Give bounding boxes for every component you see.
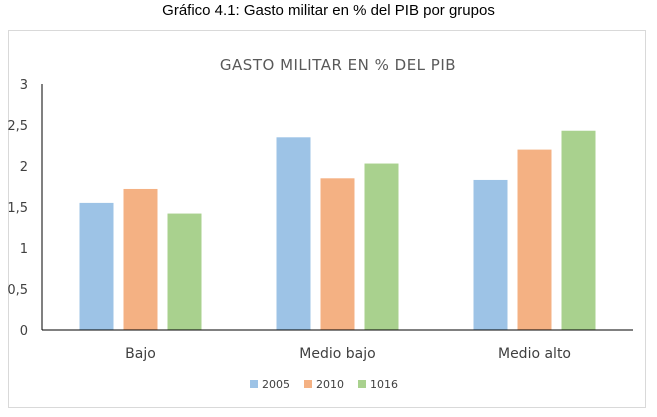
legend-label: 2010 bbox=[316, 378, 344, 391]
bar-2010-1 bbox=[320, 178, 355, 330]
bar-2005-1 bbox=[276, 137, 311, 330]
bar-1016-1 bbox=[364, 163, 399, 330]
y-tick-label: 1,5 bbox=[7, 201, 28, 216]
x-category-label: Medio alto bbox=[498, 346, 571, 362]
legend-swatch-1016 bbox=[358, 380, 366, 388]
chart-title: GASTO MILITAR EN % DEL PIB bbox=[220, 56, 456, 74]
bar-2005-0 bbox=[79, 202, 114, 330]
y-tick-label: 2 bbox=[20, 160, 28, 175]
y-tick-label: 2,5 bbox=[7, 119, 28, 134]
bar-2010-2 bbox=[517, 149, 552, 330]
y-tick-label: 0 bbox=[20, 324, 28, 339]
bar-2010-0 bbox=[123, 188, 158, 330]
bar-2005-2 bbox=[473, 179, 508, 330]
legend-label: 2005 bbox=[262, 378, 290, 391]
y-tick-label: 0,5 bbox=[7, 283, 28, 298]
legend-swatch-2005 bbox=[250, 380, 258, 388]
y-tick-label: 3 bbox=[20, 78, 28, 93]
legend: 2005 2010 1016 bbox=[250, 378, 398, 391]
bar-1016-0 bbox=[167, 213, 202, 330]
bar-1016-2 bbox=[561, 130, 596, 330]
x-category-label: Bajo bbox=[125, 346, 156, 362]
legend-label: 1016 bbox=[370, 378, 398, 391]
figure-caption: Gráfico 4.1: Gasto militar en % del PIB … bbox=[162, 2, 495, 19]
legend-swatch-2010 bbox=[304, 380, 312, 388]
x-category-label: Medio bajo bbox=[299, 346, 375, 362]
y-tick-label: 1 bbox=[20, 242, 28, 257]
